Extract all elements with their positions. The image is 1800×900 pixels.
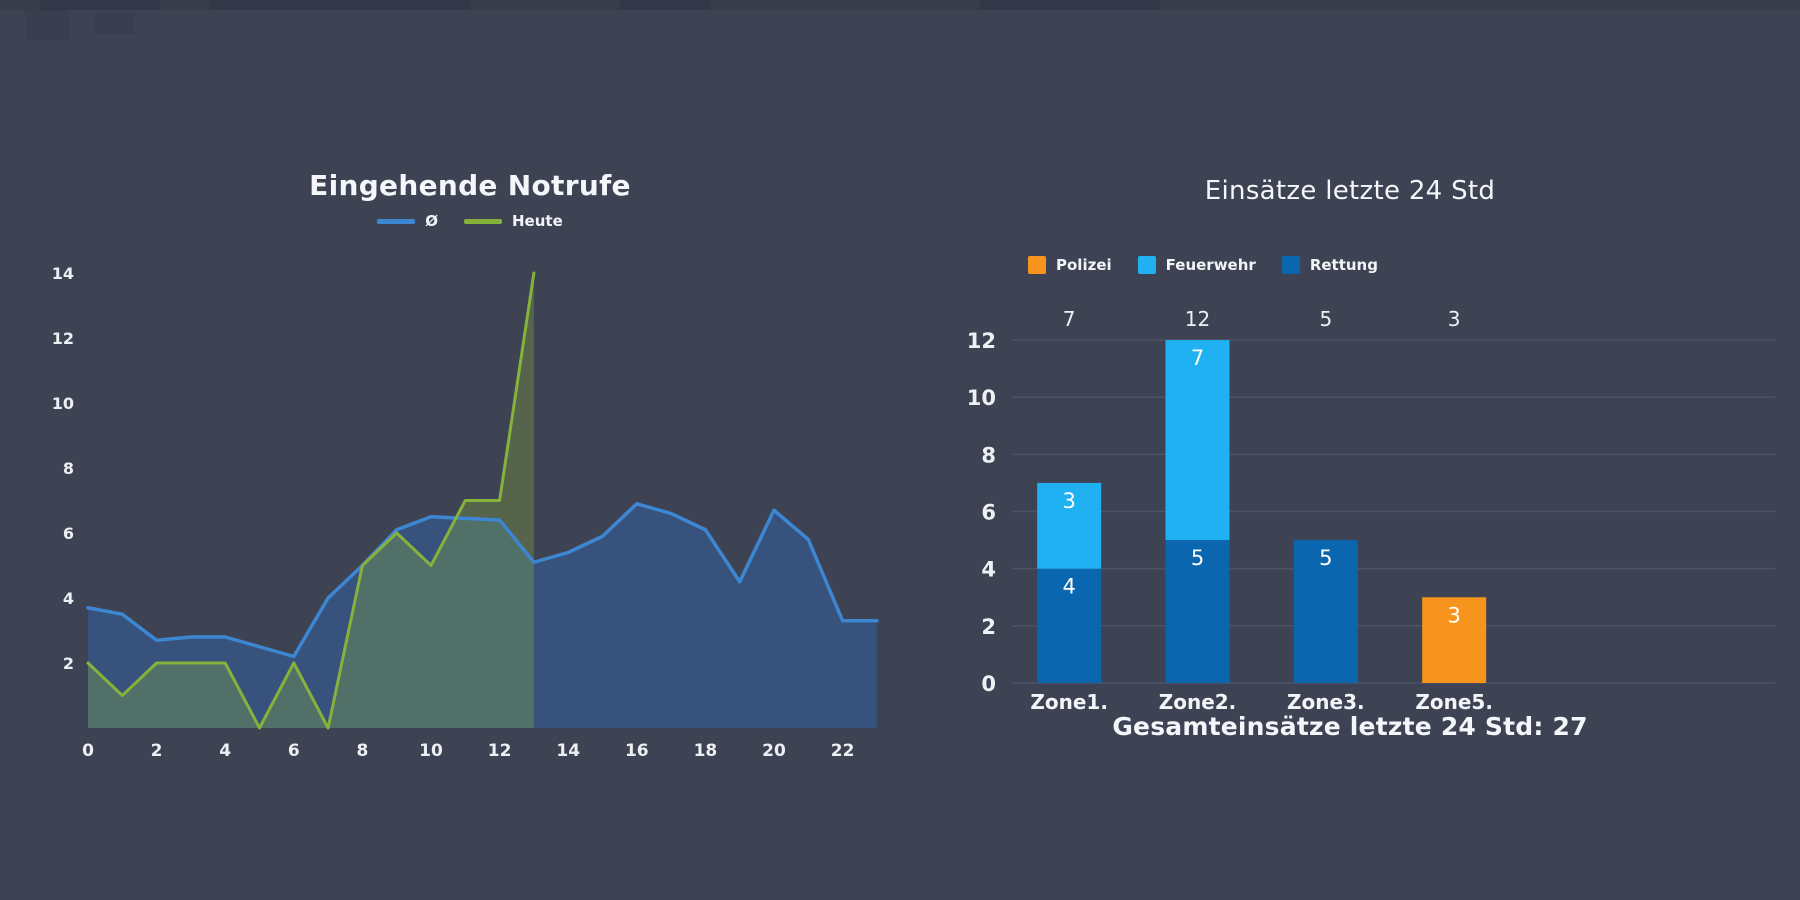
y-tick-label: 12: [52, 329, 74, 348]
x-tick-label: 12: [488, 741, 512, 761]
legend-label: Polizei: [1056, 256, 1112, 274]
x-tick-label: 4: [219, 741, 231, 761]
x-tick-label: 16: [625, 741, 649, 761]
x-tick-label: 18: [694, 741, 718, 761]
right-chart-title: Einsätze letzte 24 Std: [1204, 175, 1496, 206]
legend-square-swatch: [1137, 256, 1156, 274]
legend-item-Rettung[interactable]: Rettung: [1281, 256, 1378, 274]
ui-artifact: [25, 10, 69, 40]
left-chart-legend: Ø Heute: [60, 212, 880, 230]
category-label: Zone3.: [1287, 690, 1365, 714]
legend-item-Heute[interactable]: Heute: [464, 212, 563, 230]
chrome-segment: [40, 0, 160, 10]
einsaetze-bar-chart[interactable]: 0 2 4 6 8 10 12 4 5 5 3 7 3 7 12 5 3 Zone1. Zone2. Zone3. Zo…: [950, 300, 1800, 730]
legend-label: Feuerwehr: [1165, 256, 1256, 274]
ui-artifact: [95, 12, 135, 34]
bar-segment-Feuerwehr[interactable]: [1165, 340, 1230, 541]
line-series-Ø[interactable]: [86, 502, 879, 659]
y-tick-label: 8: [63, 459, 74, 478]
y-tick-label: 2: [63, 654, 74, 673]
y-tick-label: 14: [52, 264, 74, 283]
y-tick-label: 6: [981, 501, 996, 525]
bar-segment-value: 3: [1447, 603, 1460, 627]
notrufe-line-chart[interactable]: 2 4 6 8 10 12 14 0 2 4 6 8 10 12 14 16 18 20 22: [40, 250, 890, 790]
x-tick-label: 2: [151, 741, 163, 761]
y-tick-label: 10: [967, 386, 996, 410]
bar-total-label: 12: [1185, 307, 1210, 331]
legend-item-Polizei[interactable]: Polizei: [1028, 256, 1112, 274]
chrome-segment: [620, 0, 710, 10]
area-fill-Heute: [88, 273, 534, 728]
bar-total-label: 5: [1319, 307, 1332, 331]
y-tick-label: 2: [981, 615, 996, 639]
category-label: Zone2.: [1159, 690, 1237, 714]
x-tick-label: 20: [762, 741, 786, 761]
chrome-segment: [210, 0, 470, 10]
x-tick-label: 8: [356, 741, 368, 761]
y-tick-label: 4: [63, 589, 74, 608]
bar-segment-Polizei[interactable]: [1422, 597, 1487, 683]
legend-item-Feuerwehr[interactable]: Feuerwehr: [1137, 256, 1256, 274]
chrome-segment: [980, 0, 1160, 10]
bar-segment-Feuerwehr[interactable]: [1037, 482, 1102, 569]
x-tick-label: 14: [556, 741, 580, 761]
bar-segment-value: 7: [1191, 346, 1204, 370]
bar-total-label: 3: [1448, 307, 1461, 331]
y-tick-label: 8: [981, 443, 996, 467]
y-tick-label: 6: [63, 524, 74, 543]
right-chart-legend: Polizei Feuerwehr Rettung: [1028, 256, 1378, 274]
area-fill-Ø: [88, 503, 877, 728]
y-tick-label: 12: [967, 329, 996, 353]
x-tick-label: 22: [831, 741, 855, 761]
total-operations-label: Gesamteinsätze letzte 24 Std: 27: [1112, 712, 1588, 741]
browser-chrome-remnant: [0, 0, 1800, 10]
bar-segment-value: 4: [1062, 575, 1075, 599]
y-tick-label: 0: [981, 672, 996, 696]
category-label: Zone1.: [1030, 690, 1108, 714]
bar-segment-Rettung[interactable]: [1293, 540, 1358, 683]
legend-line-swatch: [377, 218, 416, 224]
bar-segment-value: 3: [1062, 489, 1075, 513]
y-tick-label: 4: [981, 558, 996, 582]
legend-square-swatch: [1028, 256, 1046, 274]
legend-label: Ø: [425, 212, 438, 230]
x-tick-label: 0: [82, 741, 94, 761]
left-chart-title: Eingehende Notrufe: [309, 169, 631, 203]
bar-segment-Rettung[interactable]: [1037, 568, 1102, 683]
category-label: Zone5.: [1415, 690, 1493, 714]
line-series-Heute[interactable]: [86, 271, 536, 730]
x-tick-label: 6: [288, 741, 300, 761]
legend-line-swatch: [464, 218, 502, 224]
bar-segment-Rettung[interactable]: [1165, 540, 1230, 683]
bar-total-label: 7: [1063, 307, 1076, 331]
bar-segment-value: 5: [1191, 546, 1204, 570]
bar-segment-value: 5: [1319, 546, 1332, 570]
legend-item-Ø[interactable]: Ø: [377, 212, 438, 230]
legend-label: Rettung: [1309, 256, 1378, 274]
y-tick-label: 10: [52, 394, 74, 413]
legend-label: Heute: [512, 212, 563, 230]
legend-square-swatch: [1281, 256, 1300, 274]
x-tick-label: 10: [419, 741, 443, 761]
